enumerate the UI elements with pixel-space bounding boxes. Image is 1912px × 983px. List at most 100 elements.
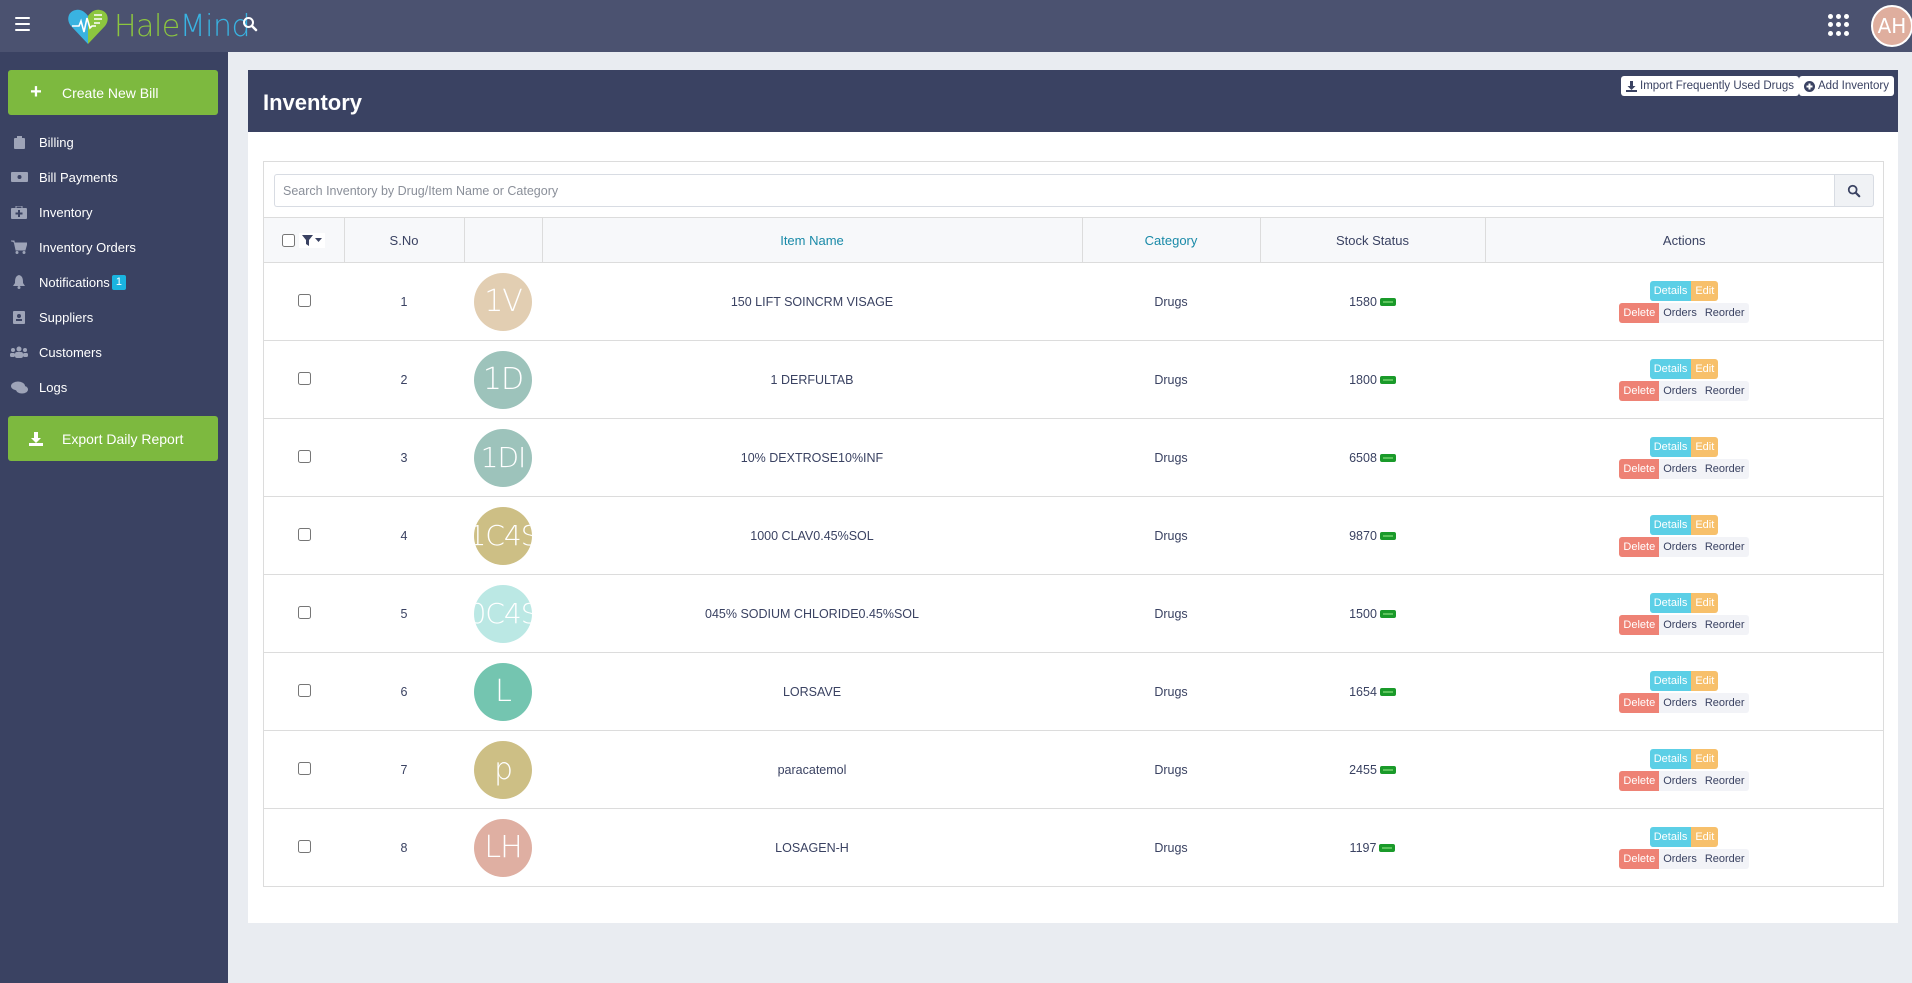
row-stock-status: 1580 (1260, 263, 1485, 341)
row-checkbox[interactable] (297, 527, 311, 541)
row-avatar-cell: 1DI (464, 419, 542, 497)
details-button[interactable]: Details (1649, 748, 1692, 769)
add-inventory-button[interactable]: Add Inventory (1799, 76, 1894, 96)
details-button[interactable]: Details (1649, 436, 1692, 457)
select-all-checkbox[interactable] (282, 233, 296, 247)
item-avatar: 1V (474, 272, 532, 331)
details-button[interactable]: Details (1649, 826, 1692, 847)
user-avatar[interactable]: AH (1871, 5, 1912, 47)
table-row: 7 p paracatemol Drugs 2455 Details Edit … (264, 731, 1883, 809)
edit-button[interactable]: Edit (1691, 748, 1719, 769)
delete-button[interactable]: Delete (1619, 614, 1660, 635)
item-name-column-header[interactable]: Item Name (542, 217, 1083, 263)
row-select-cell (264, 653, 344, 731)
row-select-cell (264, 497, 344, 575)
delete-button[interactable]: Delete (1619, 302, 1660, 323)
row-checkbox[interactable] (297, 683, 311, 697)
edit-button[interactable]: Edit (1691, 826, 1719, 847)
delete-button[interactable]: Delete (1619, 770, 1660, 791)
edit-button[interactable]: Edit (1691, 670, 1719, 691)
row-checkbox[interactable] (297, 761, 311, 775)
sidebar-item-customers[interactable]: Customers (0, 337, 228, 367)
row-stock-status: 1500 (1260, 575, 1485, 653)
row-select-cell (264, 731, 344, 809)
row-item-name: 150 LIFT SOINCRM VISAGE (730, 294, 894, 309)
reorder-button[interactable]: Reorder (1700, 302, 1749, 323)
row-actions: Details Edit Delete Orders Reorder (1485, 419, 1883, 497)
create-new-bill-button[interactable]: + Create New Bill (8, 70, 218, 115)
delete-button[interactable]: Delete (1619, 380, 1660, 401)
table-row: 5 0C4S 045% SODIUM CHLORIDE0.45%SOL Drug… (264, 575, 1883, 653)
filter-dropdown-button[interactable] (299, 232, 326, 248)
edit-button[interactable]: Edit (1691, 514, 1719, 535)
reorder-button[interactable]: Reorder (1700, 614, 1749, 635)
comments-icon (10, 380, 28, 394)
row-item-name: 1 DERFULTAB (770, 372, 854, 387)
orders-button[interactable]: Orders (1659, 380, 1701, 401)
sidebar-item-notifications[interactable]: Notifications 1 (0, 267, 228, 297)
reorder-button[interactable]: Reorder (1700, 770, 1749, 791)
table-row: 8 LH LOSAGEN-H Drugs 1197 Details Edit D… (264, 809, 1883, 887)
row-avatar-cell: L (464, 653, 542, 731)
sidebar-item-billing[interactable]: Billing (0, 127, 228, 157)
orders-button[interactable]: Orders (1659, 614, 1701, 635)
sidebar-item-bill-payments[interactable]: Bill Payments (0, 162, 228, 192)
search-icon (1847, 184, 1861, 197)
item-avatar: 1DI (474, 428, 532, 487)
reorder-button[interactable]: Reorder (1700, 692, 1749, 713)
halemind-logo[interactable]: HaleMind (66, 4, 251, 48)
orders-button[interactable]: Orders (1659, 302, 1701, 323)
reorder-button[interactable]: Reorder (1700, 458, 1749, 479)
details-button[interactable]: Details (1649, 592, 1692, 613)
sidebar-item-suppliers[interactable]: Suppliers (0, 302, 228, 332)
apps-grid-icon[interactable] (1828, 14, 1850, 36)
details-button[interactable]: Details (1649, 670, 1692, 691)
logo-text: HaleMind (114, 8, 251, 44)
details-button[interactable]: Details (1649, 280, 1692, 301)
search-button[interactable] (1834, 174, 1874, 207)
sidebar-item-inventory-orders[interactable]: Inventory Orders (0, 232, 228, 262)
delete-button[interactable]: Delete (1619, 848, 1660, 869)
row-checkbox[interactable] (297, 839, 311, 853)
hamburger-menu-icon[interactable] (15, 17, 30, 31)
row-checkbox[interactable] (297, 293, 311, 307)
row-stock-status: 2455 (1260, 731, 1485, 809)
orders-button[interactable]: Orders (1659, 692, 1701, 713)
edit-button[interactable]: Edit (1691, 280, 1719, 301)
row-actions: Details Edit Delete Orders Reorder (1485, 263, 1883, 341)
stock-count: 2455 (1349, 762, 1377, 777)
row-checkbox[interactable] (297, 605, 311, 619)
details-button[interactable]: Details (1649, 514, 1692, 535)
sidebar-item-logs[interactable]: Logs (0, 372, 228, 402)
export-daily-report-button[interactable]: Export Daily Report (8, 416, 218, 461)
reorder-button[interactable]: Reorder (1700, 536, 1749, 557)
edit-button[interactable]: Edit (1691, 436, 1719, 457)
inventory-search-input[interactable] (274, 174, 1834, 207)
row-checkbox[interactable] (297, 371, 311, 385)
row-sno: 4 (400, 528, 408, 543)
delete-button[interactable]: Delete (1619, 536, 1660, 557)
row-category: Drugs (1154, 606, 1188, 621)
orders-button[interactable]: Orders (1659, 770, 1701, 791)
delete-button[interactable]: Delete (1619, 692, 1660, 713)
details-button[interactable]: Details (1649, 358, 1692, 379)
reorder-button[interactable]: Reorder (1700, 380, 1749, 401)
select-column-header (264, 217, 345, 263)
search-icon[interactable] (242, 16, 260, 34)
row-avatar-cell: LH (464, 809, 542, 887)
orders-button[interactable]: Orders (1659, 848, 1701, 869)
row-checkbox[interactable] (297, 449, 311, 463)
reorder-button[interactable]: Reorder (1700, 848, 1749, 869)
orders-button[interactable]: Orders (1659, 458, 1701, 479)
import-frequently-used-drugs-button[interactable]: Import Frequently Used Drugs (1621, 76, 1800, 96)
avatar-column-header (464, 217, 543, 263)
row-stock-status: 6508 (1260, 419, 1485, 497)
battery-full-icon (1379, 843, 1396, 852)
edit-button[interactable]: Edit (1691, 592, 1719, 613)
sidebar-item-inventory[interactable]: Inventory (0, 197, 228, 227)
sno-column-header: S.No (344, 217, 465, 263)
delete-button[interactable]: Delete (1619, 458, 1660, 479)
edit-button[interactable]: Edit (1691, 358, 1719, 379)
category-column-header[interactable]: Category (1082, 217, 1261, 263)
orders-button[interactable]: Orders (1659, 536, 1701, 557)
